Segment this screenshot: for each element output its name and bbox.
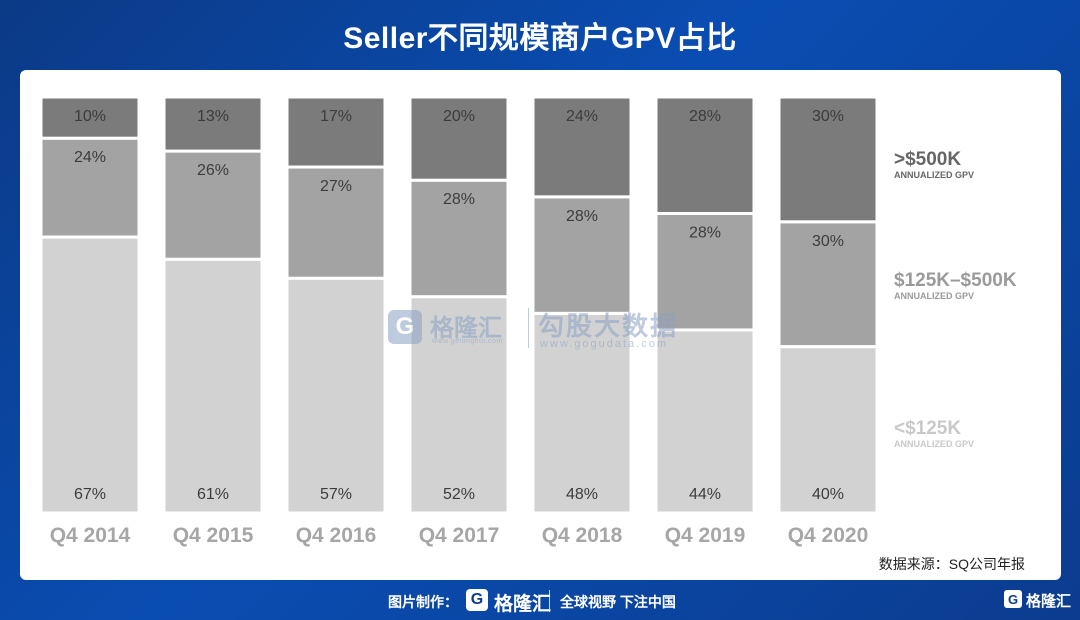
legend-entry-bottom: <$125K bbox=[894, 418, 961, 439]
legend-subtitle: ANNUALIZED GPV bbox=[894, 439, 974, 449]
legend-entry-top: >$500K bbox=[894, 149, 961, 170]
data-source-note: 数据来源：SQ公司年报 bbox=[879, 554, 1025, 574]
data-label: 61% bbox=[197, 486, 229, 503]
data-label: 57% bbox=[320, 486, 352, 503]
footer: 图片制作： G 格隆汇 全球视野 下注中国 G 格隆汇 bbox=[0, 586, 1080, 616]
corner-logo-icon: G bbox=[1004, 590, 1022, 608]
chart-card: 67% 24% 10% Q4 2014 61% 26% 13% Q4 2015 57% 27% 17… bbox=[20, 70, 1061, 580]
footer-brand: 格隆汇 bbox=[494, 589, 551, 616]
data-label: 48% bbox=[566, 486, 598, 503]
data-label: 28% bbox=[443, 191, 475, 208]
data-label: 30% bbox=[812, 108, 844, 125]
x-tick-label: Q4 2016 bbox=[296, 524, 377, 547]
stacked-bar-chart: 67% 24% 10% Q4 2014 61% 26% 13% Q4 2015 57% 27% 17… bbox=[20, 70, 1061, 580]
data-label: 28% bbox=[566, 208, 598, 225]
legend-entry-mid: $125K–$500K bbox=[894, 270, 1017, 291]
data-label: 52% bbox=[443, 486, 475, 503]
data-label: 17% bbox=[320, 108, 352, 125]
data-label: 67% bbox=[74, 486, 106, 503]
x-tick-label: Q4 2014 bbox=[50, 524, 131, 547]
x-tick-label: Q4 2019 bbox=[665, 524, 746, 547]
data-label: 28% bbox=[689, 224, 721, 241]
legend-subtitle: ANNUALIZED GPV bbox=[894, 170, 974, 180]
corner-brand: 格隆汇 bbox=[1026, 590, 1071, 611]
footer-divider bbox=[549, 590, 550, 612]
bar-segment-bottom bbox=[41, 237, 139, 513]
legend-subtitle: ANNUALIZED GPV bbox=[894, 291, 974, 301]
footer-slogan: 全球视野 下注中国 bbox=[560, 592, 676, 612]
x-tick-label: Q4 2020 bbox=[788, 524, 869, 547]
x-tick-label: Q4 2018 bbox=[542, 524, 623, 547]
footer-credit-label: 图片制作： bbox=[388, 592, 458, 612]
bar-segment-bottom bbox=[410, 297, 508, 513]
data-label: 13% bbox=[197, 108, 229, 125]
data-label: 27% bbox=[320, 178, 352, 195]
data-label: 26% bbox=[197, 162, 229, 179]
data-label: 24% bbox=[74, 149, 106, 166]
data-label: 40% bbox=[812, 486, 844, 503]
data-label: 24% bbox=[566, 108, 598, 125]
footer-logo-icon: G bbox=[466, 589, 488, 611]
data-label: 10% bbox=[74, 108, 106, 125]
chart-title: Seller不同规模商户GPV占比 bbox=[0, 0, 1080, 70]
data-label: 30% bbox=[812, 233, 844, 250]
bar-segment-bottom bbox=[287, 278, 385, 513]
data-label: 44% bbox=[689, 486, 721, 503]
x-tick-label: Q4 2015 bbox=[173, 524, 254, 547]
bar-segment-bottom bbox=[533, 313, 631, 513]
bar-segment-bottom bbox=[164, 259, 262, 513]
data-label: 20% bbox=[443, 108, 475, 125]
x-tick-label: Q4 2017 bbox=[419, 524, 500, 547]
data-label: 28% bbox=[689, 108, 721, 125]
